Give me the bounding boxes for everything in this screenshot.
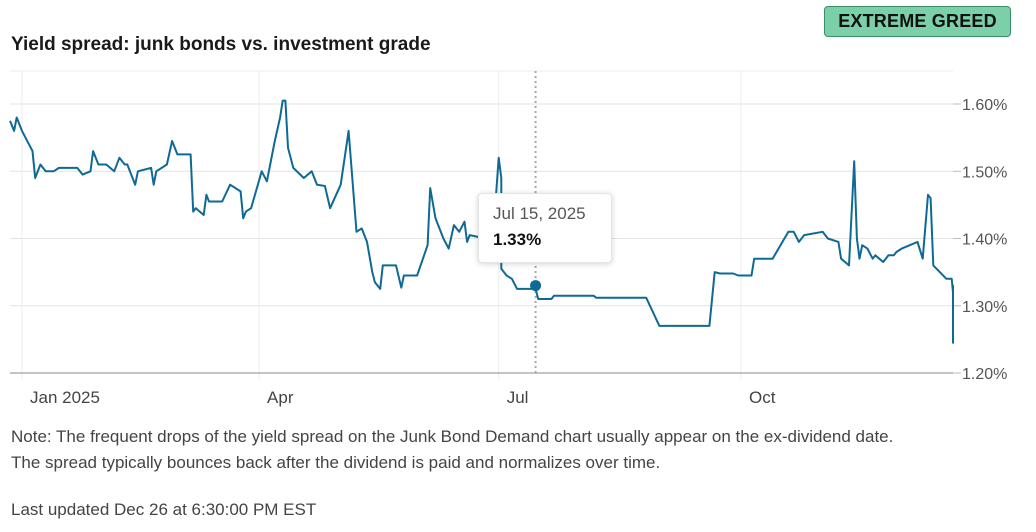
ytick-label: 1.20%	[962, 366, 1007, 383]
footnote: Note: The frequent drops of the yield sp…	[11, 424, 1021, 476]
xtick-label: Oct	[749, 388, 776, 407]
footnote-line-2: The spread typically bounces back after …	[11, 453, 661, 472]
ytick-label: 1.40%	[962, 232, 1007, 249]
xtick-label: Jan 2025	[30, 388, 100, 407]
sentiment-badge: EXTREME GREED	[824, 6, 1011, 37]
chart-title: Yield spread: junk bonds vs. investment …	[11, 34, 431, 55]
xtick-label: Apr	[267, 388, 294, 407]
series-line[interactable]	[9, 99, 954, 344]
ytick-label: 1.60%	[962, 97, 1007, 114]
tooltip-date: Jul 15, 2025	[493, 204, 586, 223]
hover-tooltip: Jul 15, 2025 1.33%	[478, 193, 612, 263]
line-chart[interactable]: 1.20% 1.30% 1.40% 1.50% 1.60% Jan 2025 Apr Jul…	[0, 0, 1036, 420]
ytick-label: 1.50%	[962, 164, 1007, 181]
last-updated-text: Last updated Dec 26 at 6:30:00 PM EST	[11, 500, 317, 519]
xtick-label: Jul	[507, 388, 529, 407]
footnote-line-1: Note: The frequent drops of the yield sp…	[11, 427, 894, 446]
hover-point-marker[interactable]	[530, 280, 542, 292]
tooltip-value: 1.33%	[493, 230, 542, 249]
ytick-label: 1.30%	[962, 299, 1007, 316]
